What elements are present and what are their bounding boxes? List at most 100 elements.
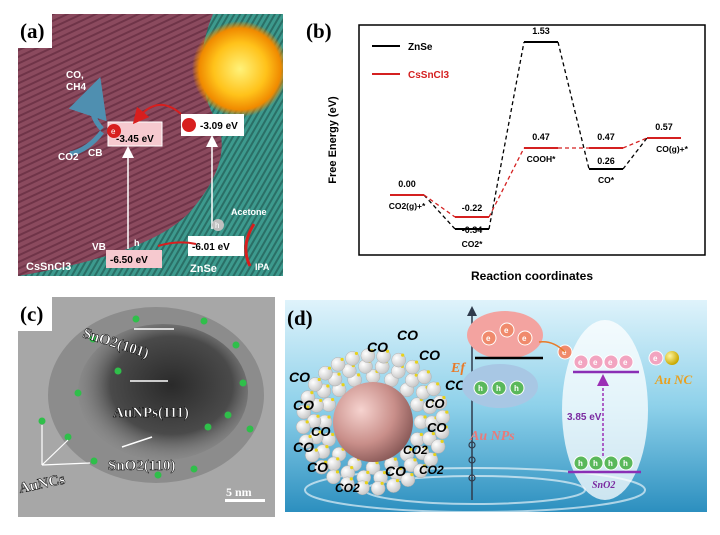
value-label-6: 0.26 [597,156,615,166]
vb-right-box [188,236,244,256]
co-label-5: CO [293,397,314,413]
axis-rings [468,441,476,482]
electron-cb-left [107,124,121,138]
co-label-11: CO [445,377,466,393]
shell-dot-2 [419,432,423,437]
sno2-hole-3 [618,455,634,471]
sno2-110-label: SnO2(110) [108,458,176,474]
connector-cssncl3-1 [488,147,525,218]
ipa-label: IPA [255,262,270,272]
energy-axis-arrowhead [467,306,477,316]
sno2-hole-label-1: h [593,459,598,468]
cb-left-energy: -3.45 eV [116,134,154,145]
shell-dot-61 [426,370,430,374]
shell-dot-22 [366,470,370,474]
sno2-electron-2 [603,354,619,370]
co-label-12: CO [427,420,447,435]
au-electron-1 [499,322,515,338]
shell-dot-60 [414,360,419,364]
panel-d-figure: CO CO CO CO CO CO CO CO CO2 CO CO2 CO2 C… [285,300,707,512]
connector-znse-3 [622,137,648,170]
shell-dot-56 [354,351,359,356]
au-nps-label: Au NPs [469,429,515,444]
shell-dot-26 [318,430,322,434]
shell-dot-59 [401,353,405,357]
shell-dot-46 [335,470,340,474]
legend-label-znse: ZnSe [408,42,433,53]
acetone-label: Acetone [231,207,267,217]
panel-d: CO CO CO CO CO CO CO CO CO2 CO CO2 CO2 C… [285,300,707,512]
hole-vb-left: h [134,238,140,248]
shell-dot-24 [336,457,340,461]
energy-profile-chart: (b) Free Energy (eV) Reaction coordinate… [306,19,706,283]
sno2-label: SnO2 [592,480,615,491]
shell-dot-58 [385,349,390,353]
shell-dot-50 [305,420,309,424]
legend-label-cssncl3: CsSnCl3 [408,70,450,81]
shell-dot-27 [316,414,320,418]
panel-c-figure: SnO2(101) AuNPs(111) SnO2(110) AuNCs 5 n… [18,297,275,517]
sno2-hole-0 [573,455,589,471]
shell-dot-35 [414,373,418,377]
connector-cssncl3-3 [622,137,648,149]
au-hole-label-1: h [496,384,501,393]
sno2-shell [295,348,451,496]
sno2-hole-label-3: h [623,459,628,468]
value-label-3: 1.53 [532,26,550,36]
panel-c: SnO2(101) AuNPs(111) SnO2(110) AuNCs 5 n… [18,297,275,517]
shell-dot-53 [317,377,321,382]
ipa-arrow [244,223,256,267]
shell-dot-19 [413,458,417,462]
electron-label: e [111,127,116,136]
vb-left-energy: -6.50 eV [110,255,148,266]
shell-dot-41 [410,473,414,477]
shell-dot-48 [314,448,318,452]
sno2-electron-3 [618,354,634,370]
panel-a-label: (a) [20,19,45,43]
transfer-arrow [538,340,566,353]
co-label-3: CO [419,347,440,363]
panel-a: CO, CH4 CO2 CB e -3.45 eV -3.09 eV -6.01… [18,14,283,276]
sno2-hole-label-0: h [578,459,583,468]
panel-a-label-bg [18,14,52,48]
value-label-7: 0.57 [655,122,673,132]
shell-dot-9 [327,415,331,419]
y-axis-label: Free Energy (eV) [327,96,339,184]
molecule-labels: CO CO CO CO CO CO CO CO CO2 CO CO2 CO2 C… [289,327,466,495]
shell-dot-42 [395,478,400,483]
au-electron-label-2: e [522,334,527,343]
plot-frame [358,24,706,256]
shell-dot-43 [380,481,384,485]
connector-znse-0 [423,194,456,230]
species-label-4: CO(g)+* [656,144,689,154]
co-label-10: CO [425,396,445,411]
sno2-electron-label-1: e [593,358,598,367]
shell-dot-51 [306,405,310,409]
shell-dot-21 [382,470,387,475]
au-hole-label-0: h [478,384,483,393]
shell-dot-39 [433,452,437,457]
shell-dot-52 [310,391,314,395]
panel-b: (b) Free Energy (eV) Reaction coordinate… [300,10,712,288]
sno2-electron-label-4: e [653,354,658,363]
au-core [333,382,413,462]
co-label-8: CO [307,459,328,475]
panel-d-label: (d) [287,306,313,330]
sno2-hole-label-2: h [608,459,613,468]
x-axis-label: Reaction coordinates [471,269,593,283]
au-nc-sphere [665,351,679,365]
shell-dot-11 [341,383,345,387]
fermi-label: Ef [450,361,466,376]
au-hole-2 [509,380,525,396]
shell-dot-63 [442,395,446,400]
sun-icon [192,21,283,117]
connector-cssncl3-0 [423,194,456,218]
sno2-electron-0 [573,354,589,370]
value-label-4: 0.47 [532,132,550,142]
auncs-pointer-3 [41,462,91,466]
shell-dot-47 [324,460,328,464]
shell-dot-8 [331,432,335,437]
shell-dot-18 [424,446,428,450]
shell-dot-45 [349,477,353,481]
co2-label-2: CO2 [403,443,428,457]
